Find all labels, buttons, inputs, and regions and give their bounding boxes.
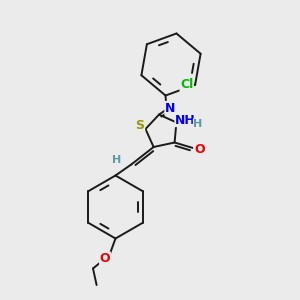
Text: S: S [136,119,145,132]
Text: NH: NH [175,113,196,127]
Text: Cl: Cl [180,78,194,91]
Text: H: H [112,155,122,165]
Text: N: N [165,101,175,115]
Text: O: O [194,143,205,156]
Text: H: H [194,119,202,129]
Text: O: O [100,252,110,265]
